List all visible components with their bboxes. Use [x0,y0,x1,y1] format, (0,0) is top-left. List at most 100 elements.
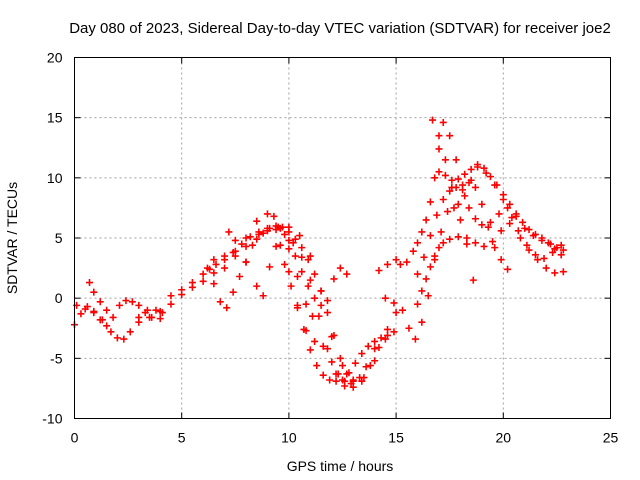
data-point [504,204,512,212]
data-point [259,292,267,300]
data-point [431,252,439,260]
data-point [231,247,239,255]
data-point [519,218,527,226]
data-point [384,325,392,333]
data-point [525,246,533,254]
data-point [116,301,124,309]
data-point [439,118,447,126]
data-point [525,226,533,234]
data-point [424,292,432,300]
data-point [315,312,323,320]
data-point [253,217,261,225]
data-point [435,132,443,140]
data-point [381,335,389,343]
data-point [551,245,559,253]
data-point [259,229,267,237]
data-point [221,252,229,260]
data-point [429,116,437,124]
data-point [480,242,488,250]
data-point [371,357,379,365]
data-point [384,260,392,268]
data-point [285,268,293,276]
data-point [246,233,254,241]
data-point [471,183,479,191]
data-point [120,335,128,343]
data-point [152,306,160,314]
data-point [253,235,261,243]
data-point [306,346,314,354]
data-point [538,234,546,242]
data-point [557,241,565,249]
data-point [287,282,295,290]
data-point [291,252,299,260]
y-tick-label: -5 [50,350,63,366]
data-point [311,270,319,278]
data-point [90,288,98,296]
data-point [98,316,106,324]
data-point [486,218,494,226]
data-point [326,376,334,384]
data-point [223,304,231,312]
data-point [126,328,134,336]
data-point [371,337,379,345]
data-point [281,230,289,238]
data-point [336,264,344,272]
data-point [339,362,346,370]
chart-title: Day 080 of 2023, Sidereal Day-to-day VTE… [69,20,611,37]
data-point [263,210,271,218]
data-point [285,228,293,236]
data-point [306,276,314,284]
data-point [199,270,207,278]
data-point [422,275,430,283]
data-point [281,260,289,268]
data-point [311,337,319,345]
data-point [478,200,486,208]
data-point [156,307,164,315]
data-point [122,297,130,305]
data-point [313,362,321,370]
data-point [418,228,426,236]
data-point [446,132,454,140]
data-point [113,334,121,342]
data-point [178,286,186,294]
x-tick-label: 10 [281,430,297,446]
data-point [540,254,548,262]
data-point [77,310,85,318]
data-point [405,324,413,332]
data-point [343,270,351,278]
data-point [103,306,111,314]
data-point [107,328,115,336]
data-point [446,235,454,243]
data-point [238,240,246,248]
data-point [512,210,520,218]
data-point [474,161,482,169]
data-point [167,292,175,300]
data-point [253,282,261,290]
data-point [210,280,218,288]
data-point [454,200,462,208]
data-point [300,325,308,333]
data-point [135,318,143,326]
data-point [248,241,256,249]
data-point [463,234,471,242]
data-point [255,230,263,238]
data-point [534,256,542,264]
data-point [328,358,336,366]
data-point [390,299,398,307]
data-point [358,377,366,385]
data-point [334,370,342,378]
data-point [495,210,503,218]
data-point [81,305,89,313]
data-point [225,228,233,236]
data-point [549,248,557,256]
y-tick-label: 0 [55,290,63,306]
data-point [128,298,136,306]
data-point [409,247,417,255]
data-point [375,266,383,274]
data-point [454,233,462,241]
data-point [345,369,353,377]
data-point [431,174,439,182]
y-tick-label: 5 [55,230,63,246]
data-point [441,171,449,179]
data-point [319,371,327,379]
